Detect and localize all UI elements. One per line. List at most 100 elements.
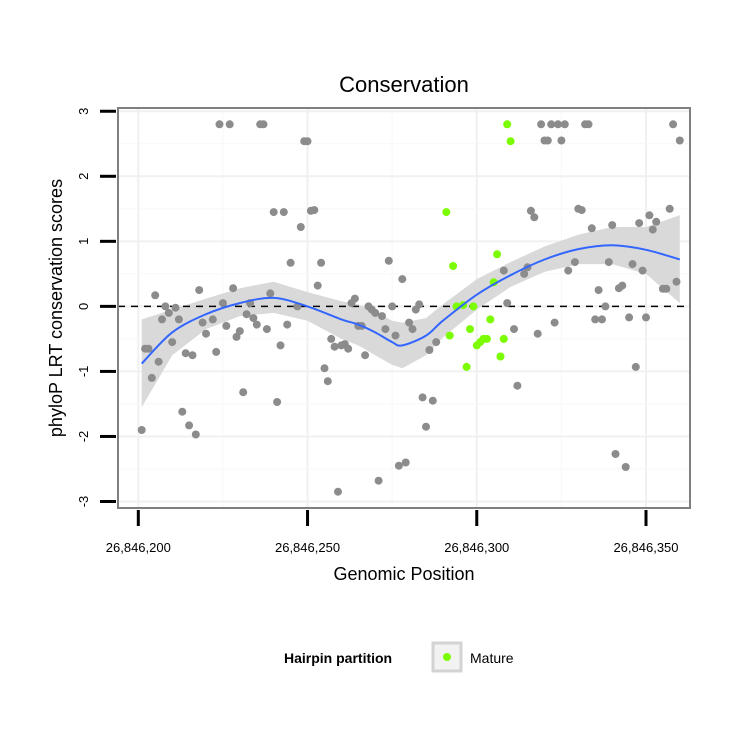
- other-point: [144, 344, 153, 353]
- other-point: [208, 315, 217, 324]
- other-point: [638, 266, 647, 275]
- smooth-line-layer: [140, 244, 681, 365]
- x-tick-label: 26,846,300: [444, 540, 509, 555]
- other-point: [628, 260, 637, 269]
- other-point: [235, 327, 244, 336]
- other-point: [401, 458, 410, 467]
- other-point: [286, 258, 295, 267]
- other-point: [276, 341, 285, 350]
- other-point: [384, 256, 393, 265]
- mature-point: [493, 250, 502, 259]
- other-point: [587, 224, 596, 233]
- other-point: [415, 300, 424, 309]
- x-tick-label: 26,846,250: [275, 540, 340, 555]
- other-point: [510, 325, 518, 334]
- other-point: [598, 315, 606, 324]
- x-axis-title: Genomic Position: [333, 564, 474, 584]
- other-point: [252, 320, 261, 329]
- other-point: [154, 357, 163, 366]
- other-point: [672, 277, 681, 286]
- other-point: [283, 320, 292, 329]
- other-point: [185, 421, 194, 430]
- other-point: [405, 318, 414, 327]
- other-point: [249, 314, 258, 323]
- other-point: [202, 329, 210, 338]
- other-point: [577, 206, 586, 215]
- other-point: [388, 302, 397, 311]
- other-point: [554, 120, 562, 129]
- other-point: [229, 284, 238, 293]
- confidence-ribbon: [141, 215, 680, 408]
- y-tick-label: 3: [76, 108, 91, 115]
- other-point: [218, 299, 227, 308]
- y-tick-label: 2: [76, 173, 91, 180]
- other-point: [259, 120, 268, 129]
- other-point: [225, 120, 234, 129]
- other-point: [669, 120, 678, 129]
- mature-point: [499, 334, 508, 343]
- smooth-trend-line: [140, 244, 681, 365]
- y-tick-label: 0: [76, 303, 91, 310]
- other-point: [499, 266, 508, 275]
- other-point: [642, 313, 650, 322]
- other-point: [625, 313, 634, 322]
- other-point: [174, 315, 183, 324]
- legend-key-mature: [443, 653, 451, 661]
- other-point: [611, 450, 620, 458]
- other-point: [564, 266, 573, 275]
- other-point: [652, 217, 661, 226]
- other-point: [361, 351, 370, 360]
- mature-point: [466, 325, 474, 334]
- other-point: [191, 430, 200, 439]
- other-point: [418, 393, 427, 402]
- chart-title: Conservation: [339, 72, 469, 97]
- other-point: [408, 325, 417, 334]
- other-point: [317, 258, 326, 267]
- points-layer: [137, 120, 684, 496]
- other-point: [665, 204, 674, 213]
- mature-point: [449, 262, 458, 270]
- other-point: [391, 331, 400, 340]
- other-point: [520, 269, 529, 278]
- other-point: [320, 364, 329, 373]
- other-point: [178, 407, 187, 416]
- y-axis: -3 -2 -1 0 1 2 3: [76, 108, 116, 508]
- other-point: [530, 213, 539, 222]
- other-point: [601, 302, 610, 311]
- other-point: [164, 308, 173, 317]
- other-point: [533, 329, 542, 338]
- legend-title: Hairpin partition: [284, 650, 392, 666]
- other-point: [188, 351, 197, 360]
- other-point: [557, 136, 566, 145]
- other-point: [323, 377, 332, 386]
- other-point: [303, 137, 312, 146]
- other-point: [296, 223, 305, 231]
- other-point: [645, 211, 654, 220]
- other-point: [422, 422, 430, 431]
- other-point: [432, 338, 441, 347]
- other-point: [350, 294, 359, 303]
- other-point: [330, 342, 339, 351]
- grid-lines: [118, 108, 690, 508]
- mature-point: [503, 120, 512, 129]
- other-point: [428, 396, 437, 405]
- other-point: [269, 208, 278, 217]
- y-tick-label: 1: [76, 238, 91, 245]
- legend: Hairpin partition Mature: [284, 641, 514, 673]
- other-point: [371, 308, 380, 317]
- mature-point: [496, 352, 505, 361]
- other-point: [181, 349, 190, 358]
- x-axis: 26,846,200 26,846,250 26,846,300 26,846,350: [106, 510, 679, 555]
- other-point: [550, 318, 559, 327]
- other-point: [631, 362, 640, 371]
- other-point: [266, 289, 275, 298]
- y-tick-label: -3: [76, 496, 91, 508]
- mature-point: [486, 315, 495, 324]
- other-point: [232, 332, 241, 341]
- other-point: [147, 373, 156, 382]
- other-point: [394, 461, 403, 470]
- other-point: [503, 299, 512, 308]
- other-point: [378, 312, 386, 321]
- other-point: [327, 334, 336, 343]
- other-point: [570, 258, 579, 267]
